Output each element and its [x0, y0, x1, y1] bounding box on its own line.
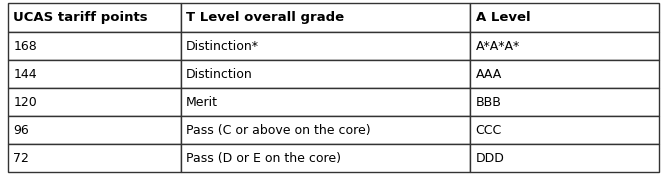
Text: 96: 96 [13, 124, 29, 137]
Text: A Level: A Level [476, 11, 530, 24]
Bar [470, 88, 659, 116]
Text: Pass (C or above on the core): Pass (C or above on the core) [186, 124, 370, 137]
Text: T Level overall grade: T Level overall grade [186, 11, 344, 24]
Bar [8, 60, 181, 88]
Bar [8, 88, 181, 116]
Text: AAA: AAA [476, 68, 502, 81]
Text: Pass (D or E on the core): Pass (D or E on the core) [186, 152, 341, 165]
Text: DDD: DDD [476, 152, 504, 165]
Bar [8, 32, 181, 60]
Bar [8, 116, 181, 144]
Bar [181, 60, 470, 88]
Text: 168: 168 [13, 40, 37, 53]
Bar [181, 3, 470, 32]
Text: Distinction: Distinction [186, 68, 253, 81]
Bar [181, 144, 470, 172]
Text: A*A*A*: A*A*A* [476, 40, 520, 53]
Bar [181, 32, 470, 60]
Bar [181, 116, 470, 144]
Text: BBB: BBB [476, 96, 502, 109]
Text: Merit: Merit [186, 96, 218, 109]
Text: CCC: CCC [476, 124, 502, 137]
Bar [470, 116, 659, 144]
Bar [470, 60, 659, 88]
Bar [181, 88, 470, 116]
Bar [470, 3, 659, 32]
Bar [8, 144, 181, 172]
Text: 120: 120 [13, 96, 37, 109]
Text: 72: 72 [13, 152, 29, 165]
Text: 144: 144 [13, 68, 37, 81]
Bar [470, 32, 659, 60]
Text: Distinction*: Distinction* [186, 40, 259, 53]
Text: UCAS tariff points: UCAS tariff points [13, 11, 148, 24]
Bar [470, 144, 659, 172]
Bar [8, 3, 181, 32]
